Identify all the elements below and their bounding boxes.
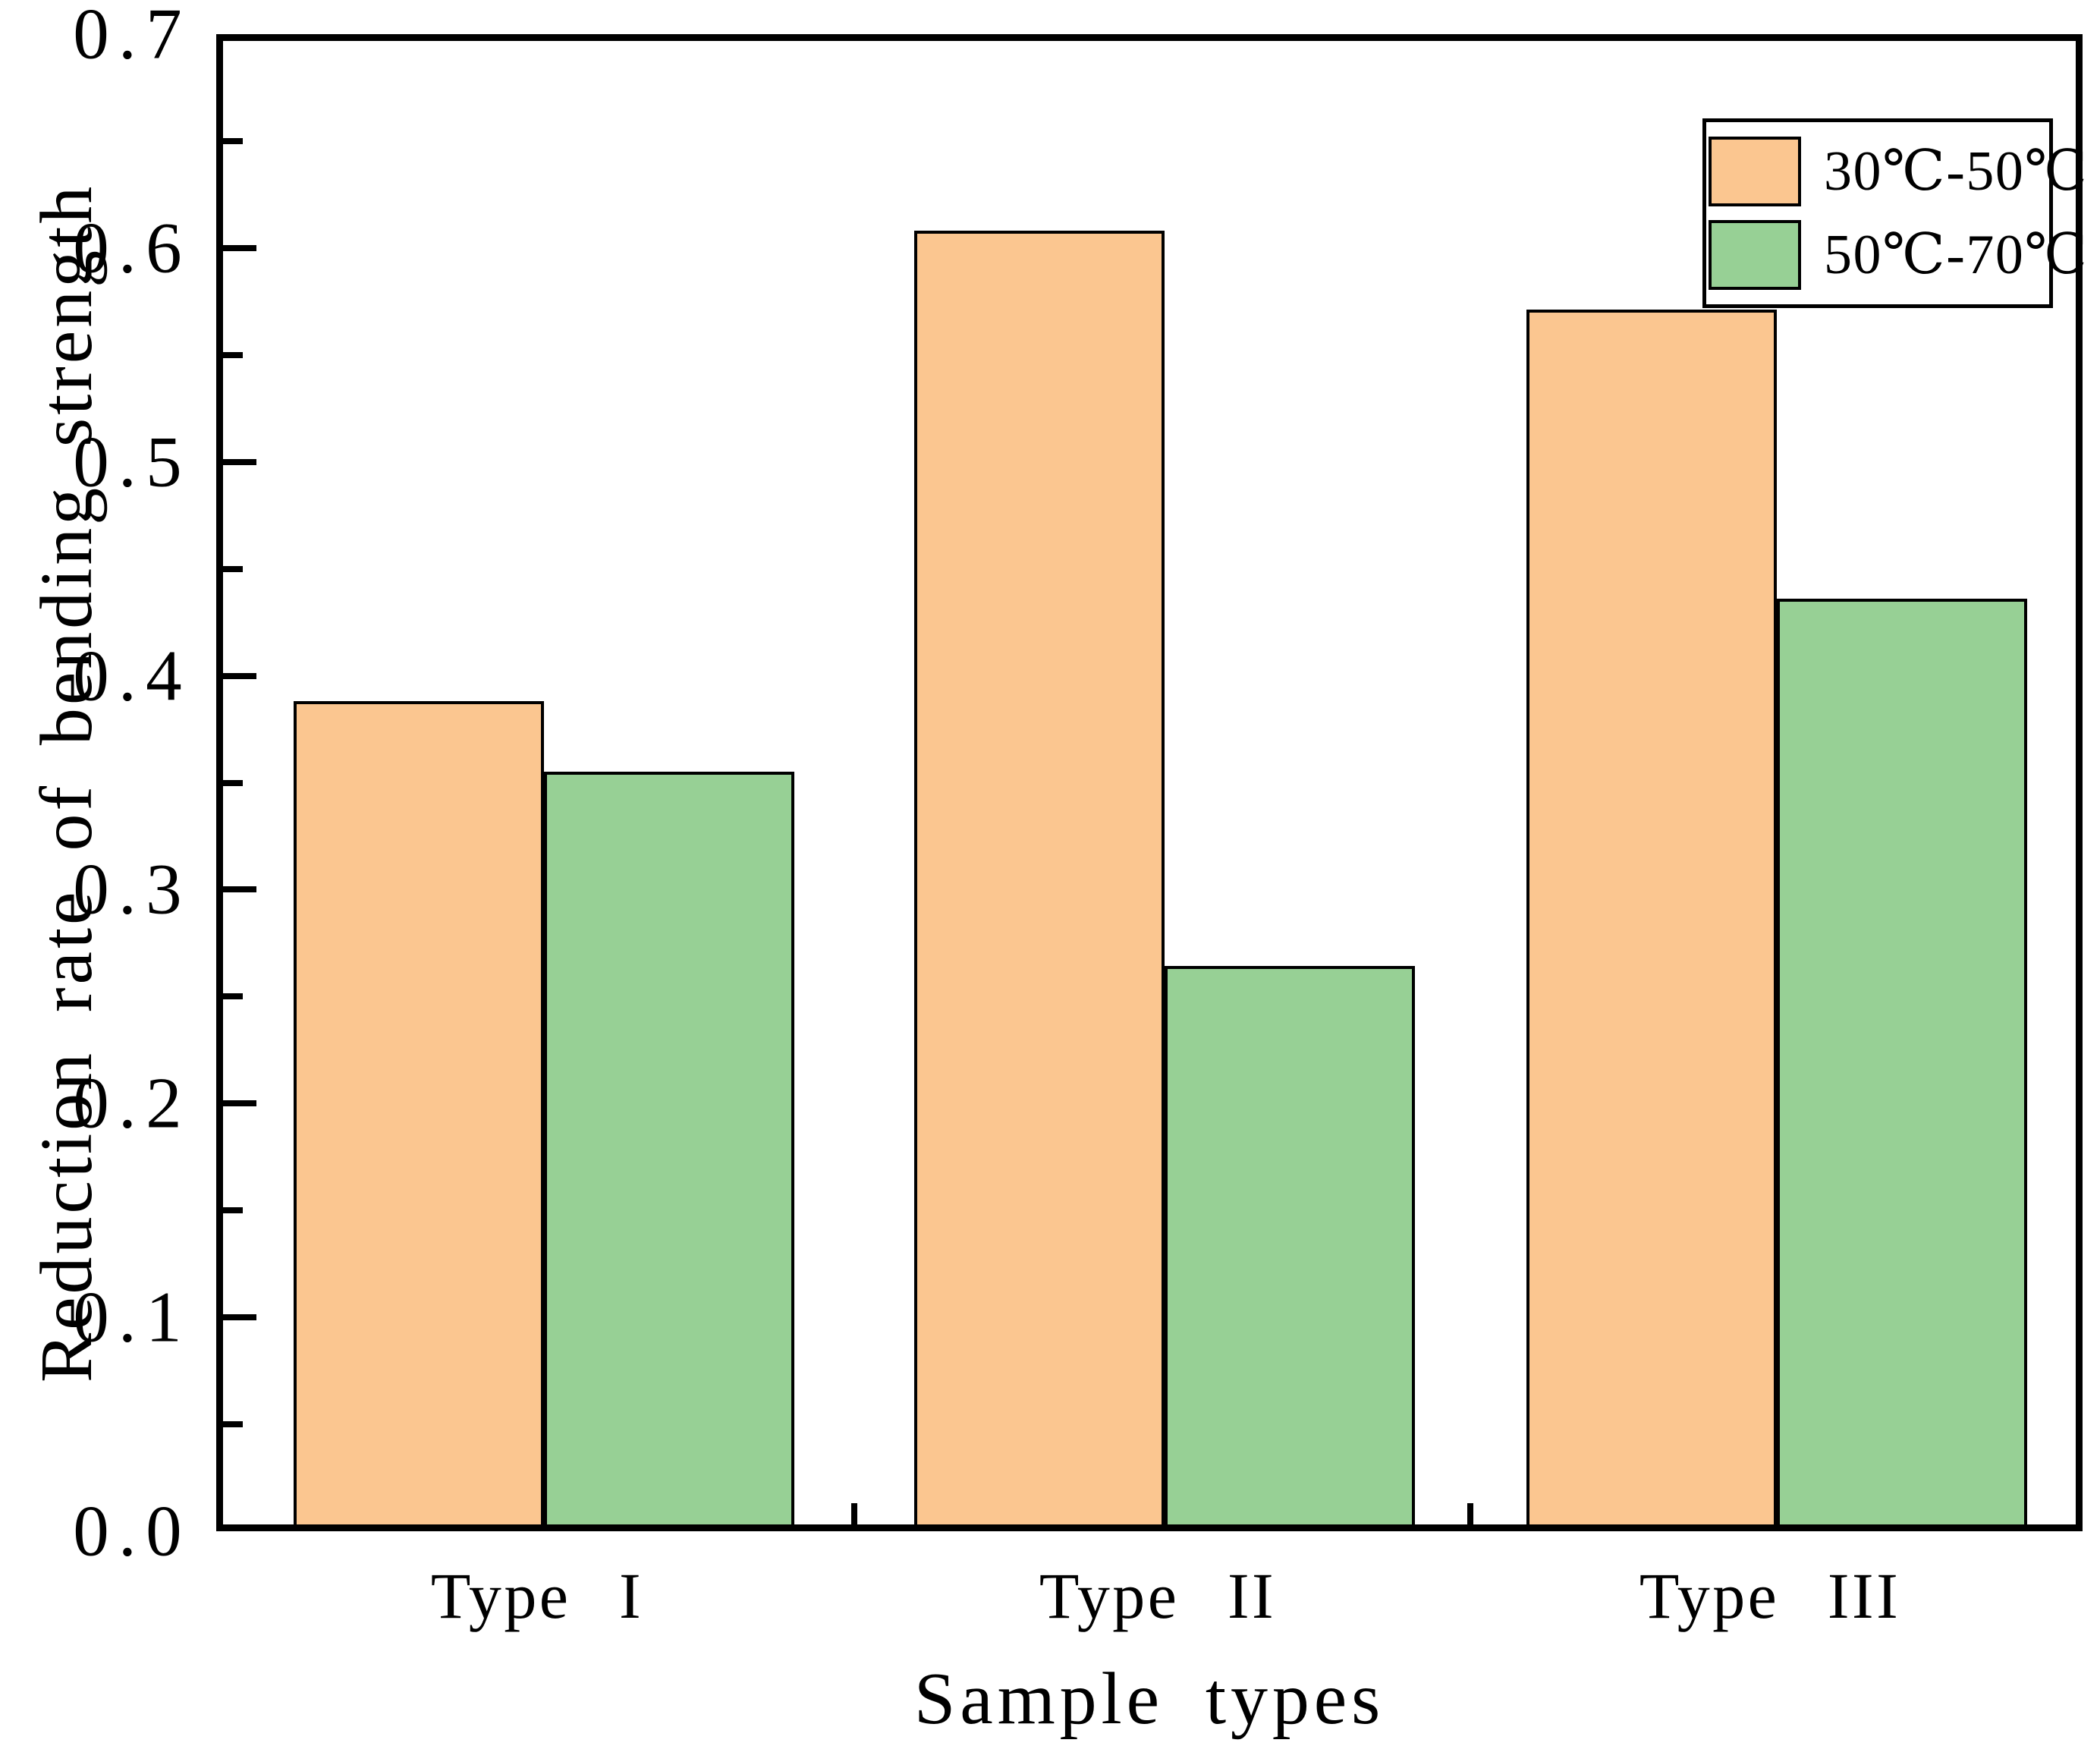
y-major-tick (223, 245, 256, 251)
y-tick-label: 0.4 (73, 635, 191, 716)
y-minor-tick (223, 352, 243, 358)
y-major-tick (223, 1100, 256, 1106)
x-axis-title: Sample types (913, 1658, 1385, 1740)
y-tick-label: 0.6 (73, 207, 191, 288)
y-tick-label: 0.2 (73, 1062, 191, 1144)
y-major-tick (223, 1314, 256, 1320)
bar-type-iii-series-1 (1777, 599, 2027, 1524)
y-minor-tick (223, 1421, 243, 1427)
y-minor-tick (223, 138, 243, 144)
bar-type-i-series-1 (544, 772, 794, 1524)
x-category-label: Type III (1639, 1559, 1901, 1632)
bar-type-iii-series-0 (1526, 310, 1777, 1524)
y-minor-tick (223, 566, 243, 572)
x-category-label: Type I (430, 1559, 644, 1632)
y-minor-tick (223, 780, 243, 786)
legend-label: 30℃-50℃ (1824, 140, 2089, 203)
y-minor-tick (223, 1207, 243, 1213)
legend-swatch-green (1709, 220, 1801, 290)
y-tick-label: 0.0 (73, 1490, 191, 1571)
y-tick-label: 0.7 (73, 0, 191, 74)
x-divider-tick (851, 1503, 857, 1524)
y-major-tick (223, 459, 256, 465)
legend-swatch-orange (1709, 137, 1801, 206)
x-category-label: Type II (1039, 1559, 1277, 1632)
plot-area: 30℃-50℃ 50℃-70℃ (216, 34, 2087, 1531)
y-tick-label: 0.5 (73, 421, 191, 502)
y-major-tick (223, 673, 256, 679)
legend-item: 50℃-70℃ (1709, 217, 2087, 293)
legend: 30℃-50℃ 50℃-70℃ (1702, 118, 2087, 308)
legend-label: 50℃-70℃ (1824, 224, 2089, 286)
y-tick-label: 0.1 (73, 1276, 191, 1357)
legend-item: 30℃-50℃ (1709, 134, 2087, 209)
bar-type-ii-series-1 (1165, 966, 1415, 1524)
y-minor-tick (223, 993, 243, 999)
bar-type-i-series-0 (294, 701, 544, 1524)
x-divider-tick (1467, 1503, 1473, 1524)
y-tick-label: 0.3 (73, 848, 191, 930)
y-axis-title: Reduction rate of bending strength (26, 183, 108, 1383)
bar-type-ii-series-0 (914, 231, 1165, 1524)
y-major-tick (223, 886, 256, 892)
